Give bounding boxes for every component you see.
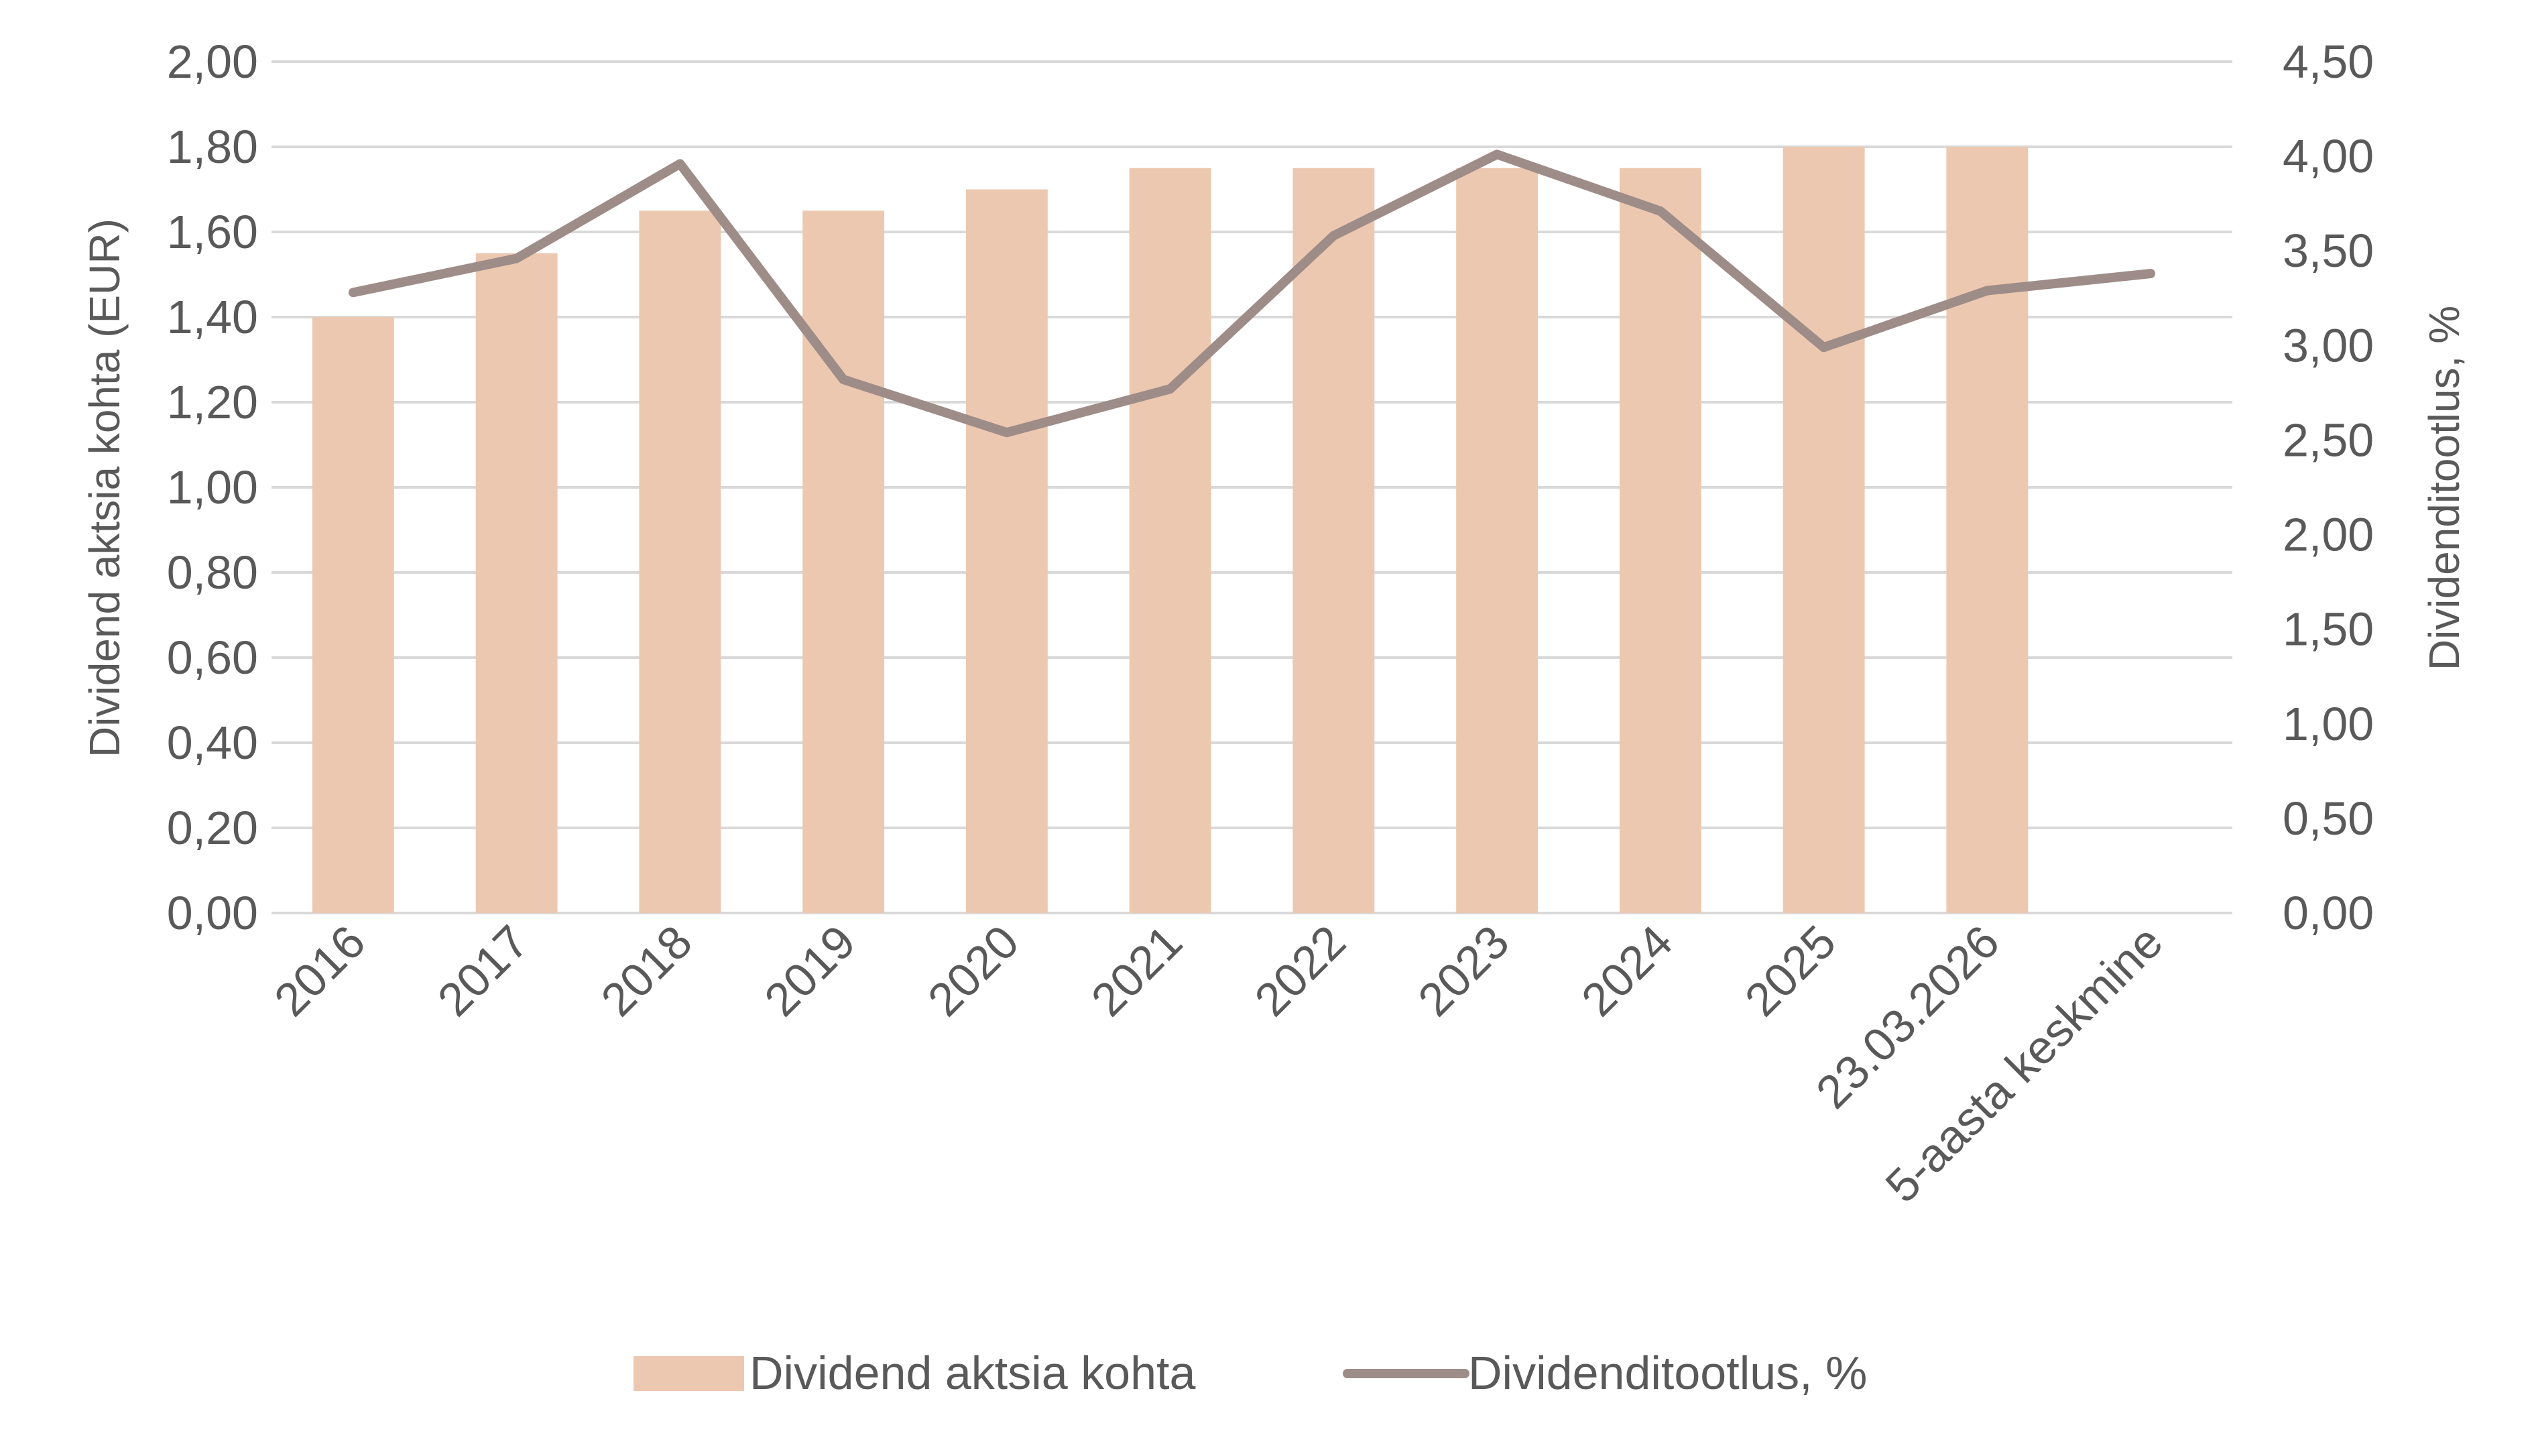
x-tick-label: 2024 [1571,915,1682,1026]
right-tick-label: 0,00 [2283,887,2374,939]
x-tick-label: 2021 [1081,915,1192,1026]
x-tick-label: 2020 [918,915,1028,1026]
left-tick-label: 1,00 [167,461,258,513]
x-tick-label: 2017 [428,915,538,1026]
x-tick-label: 2022 [1245,915,1355,1026]
x-tick-label: 2019 [754,915,865,1026]
left-tick-label: 1,60 [167,206,258,258]
line-series [348,149,2156,438]
right-tick-label: 2,50 [2283,414,2374,466]
left-axis-ticks: 0,00 0,20 0,40 0,60 0,80 1,00 1,20 1,40 1,60 1,80… [167,36,258,939]
bar [802,210,885,913]
x-axis-ticks: 2016 2017 2018 2019 2020 2021 2022 2023 2024 2025… [264,915,2173,1212]
right-tick-label: 3,50 [2283,225,2374,277]
right-tick-label: 3,00 [2283,319,2374,371]
right-tick-label: 0,50 [2283,792,2374,845]
left-tick-label: 0,40 [167,717,258,769]
left-tick-label: 0,00 [167,887,258,939]
bar-series [312,147,2029,913]
left-tick-label: 0,80 [167,546,258,599]
bar [1783,147,1865,913]
right-tick-label: 4,50 [2283,36,2374,88]
right-tick-label: 1,50 [2283,603,2374,656]
x-tick-label: 2018 [591,915,702,1026]
left-tick-label: 1,40 [167,291,258,343]
x-tick-label: 2025 [1735,915,1846,1026]
bar [1619,168,1701,913]
x-tick-label: 5-aasta keskmine [1876,915,2173,1212]
left-axis-label: Dividend aktsia kohta (EUR) [80,219,129,757]
right-axis-label: Dividenditootlus, % [2420,306,2468,670]
legend-bar-label: Dividend aktsia kohta [749,1347,1195,1399]
right-tick-label: 4,00 [2283,130,2374,182]
left-tick-label: 0,20 [167,802,258,854]
bar [639,210,721,913]
right-axis-ticks: 0,00 0,50 1,00 1,50 2,00 2,50 3,00 3,50 4,00 4,50 [2283,36,2374,939]
left-tick-label: 1,80 [167,121,258,173]
legend: Dividend aktsia kohta Dividenditootlus, … [634,1347,1867,1399]
gridlines [272,60,2232,914]
bar [1129,168,1211,913]
bar [1292,168,1375,913]
bar [1456,168,1538,913]
bar [475,253,558,913]
bar [965,189,1048,913]
bar [312,317,394,913]
x-tick-label: 2023 [1408,915,1518,1026]
left-tick-label: 1,20 [167,376,258,428]
right-tick-label: 2,00 [2283,509,2374,561]
left-tick-label: 0,60 [167,631,258,684]
yield-line [348,149,2156,438]
left-tick-label: 2,00 [167,36,258,88]
legend-bar-swatch [634,1356,744,1391]
right-tick-label: 1,00 [2283,698,2374,750]
bar [1946,147,2029,913]
x-tick-label: 2016 [264,915,375,1026]
legend-line-label: Dividenditootlus, % [1468,1347,1867,1399]
